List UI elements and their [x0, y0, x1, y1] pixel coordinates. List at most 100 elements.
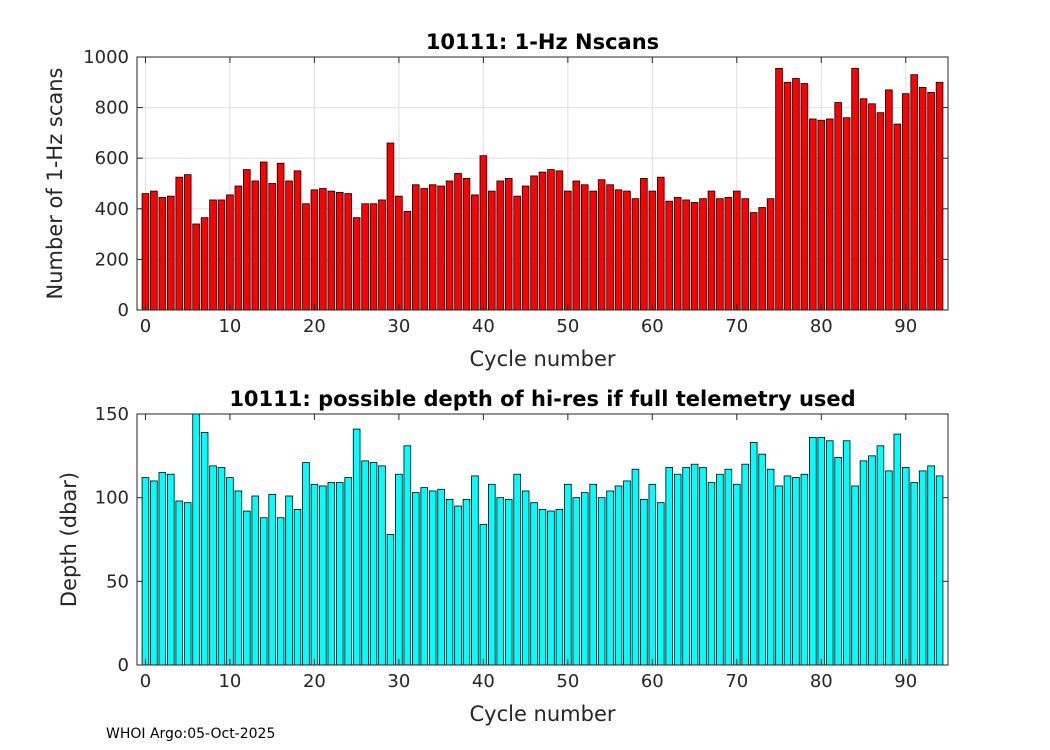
- bar: [488, 191, 495, 310]
- bar: [193, 414, 200, 665]
- x-tick-label: 0: [140, 316, 151, 337]
- bar: [455, 173, 462, 310]
- bar: [142, 478, 149, 665]
- y-tick-label: 1000: [83, 47, 129, 68]
- bar: [548, 170, 555, 310]
- bar: [277, 518, 284, 665]
- bar: [227, 478, 234, 665]
- bar: [480, 156, 487, 310]
- bar: [167, 196, 174, 310]
- footer-credit: WHOI Argo:05-Oct-2025: [106, 726, 275, 742]
- bar: [674, 197, 681, 310]
- x-tick-label: 70: [725, 316, 748, 337]
- bar: [683, 468, 690, 665]
- bar: [683, 200, 690, 310]
- bar: [362, 204, 369, 310]
- bar: [201, 432, 208, 665]
- bar: [717, 199, 724, 310]
- bar: [894, 124, 901, 310]
- bar: [818, 437, 825, 665]
- bar: [556, 171, 563, 310]
- bar: [514, 196, 521, 310]
- bar: [429, 491, 436, 665]
- bar: [809, 119, 816, 310]
- x-axis-label: Cycle number: [469, 347, 615, 371]
- bar: [235, 491, 242, 665]
- x-tick-label: 20: [303, 316, 326, 337]
- bar: [303, 204, 310, 310]
- chart-title: 10111: possible depth of hi-res if full …: [229, 387, 855, 411]
- bar: [742, 464, 749, 665]
- y-tick-label: 600: [95, 148, 129, 169]
- bar: [666, 201, 673, 310]
- bar: [860, 461, 867, 665]
- bar: [387, 143, 394, 310]
- bar: [674, 474, 681, 665]
- bar: [336, 192, 343, 310]
- bar: [885, 90, 892, 310]
- bar: [700, 199, 707, 310]
- bar: [294, 509, 301, 665]
- y-tick-label: 400: [95, 199, 129, 220]
- bar: [581, 493, 588, 665]
- bar: [767, 199, 774, 310]
- bar: [446, 499, 453, 665]
- bar: [767, 469, 774, 665]
- x-tick-label: 90: [894, 671, 917, 692]
- y-tick-label: 0: [118, 655, 129, 676]
- x-axis-label: Cycle number: [469, 702, 615, 726]
- bar: [708, 191, 715, 310]
- x-tick-label: 70: [725, 671, 748, 692]
- bar: [911, 483, 918, 665]
- bar: [328, 191, 335, 310]
- bar: [184, 503, 191, 665]
- bar: [286, 496, 293, 665]
- x-tick-label: 10: [218, 316, 241, 337]
- bar: [404, 446, 411, 665]
- bar: [717, 474, 724, 665]
- bar: [826, 119, 833, 310]
- bar: [151, 481, 158, 665]
- bar: [936, 476, 943, 665]
- bar: [590, 191, 597, 310]
- bar: [353, 429, 360, 665]
- bar: [539, 172, 546, 310]
- bar: [928, 466, 935, 665]
- bar: [311, 484, 318, 665]
- x-tick-label: 20: [303, 671, 326, 692]
- bar: [404, 211, 411, 310]
- bar: [294, 171, 301, 310]
- bar: [260, 162, 267, 310]
- bar: [252, 496, 259, 665]
- bar: [624, 191, 631, 310]
- bar: [877, 113, 884, 310]
- bar: [860, 99, 867, 310]
- bar: [303, 463, 310, 665]
- bar: [505, 499, 512, 665]
- x-tick-label: 40: [472, 316, 495, 337]
- bar: [396, 196, 403, 310]
- bar: [649, 191, 656, 310]
- figure: 0 10 20 30 40 50 60 70 80 90020040060080010001011…: [0, 0, 1050, 750]
- chart-title: 10111: 1-Hz Nscans: [426, 30, 659, 54]
- y-axis-label: Number of 1-Hz scans: [43, 68, 67, 300]
- bar: [615, 486, 622, 665]
- bar: [894, 434, 901, 665]
- bar: [750, 213, 757, 310]
- y-tick-label: 0: [118, 300, 129, 321]
- bar: [193, 224, 200, 310]
- x-tick-label: 0: [140, 671, 151, 692]
- bar: [269, 494, 276, 665]
- bar: [505, 178, 512, 310]
- bar: [429, 185, 436, 310]
- bar: [624, 481, 631, 665]
- bar: [809, 437, 816, 665]
- bar: [742, 199, 749, 310]
- bar: [733, 191, 740, 310]
- bar: [269, 184, 276, 311]
- bar: [438, 186, 445, 310]
- bar: [328, 483, 335, 665]
- bar: [708, 483, 715, 665]
- bar: [379, 466, 386, 665]
- bar: [793, 478, 800, 665]
